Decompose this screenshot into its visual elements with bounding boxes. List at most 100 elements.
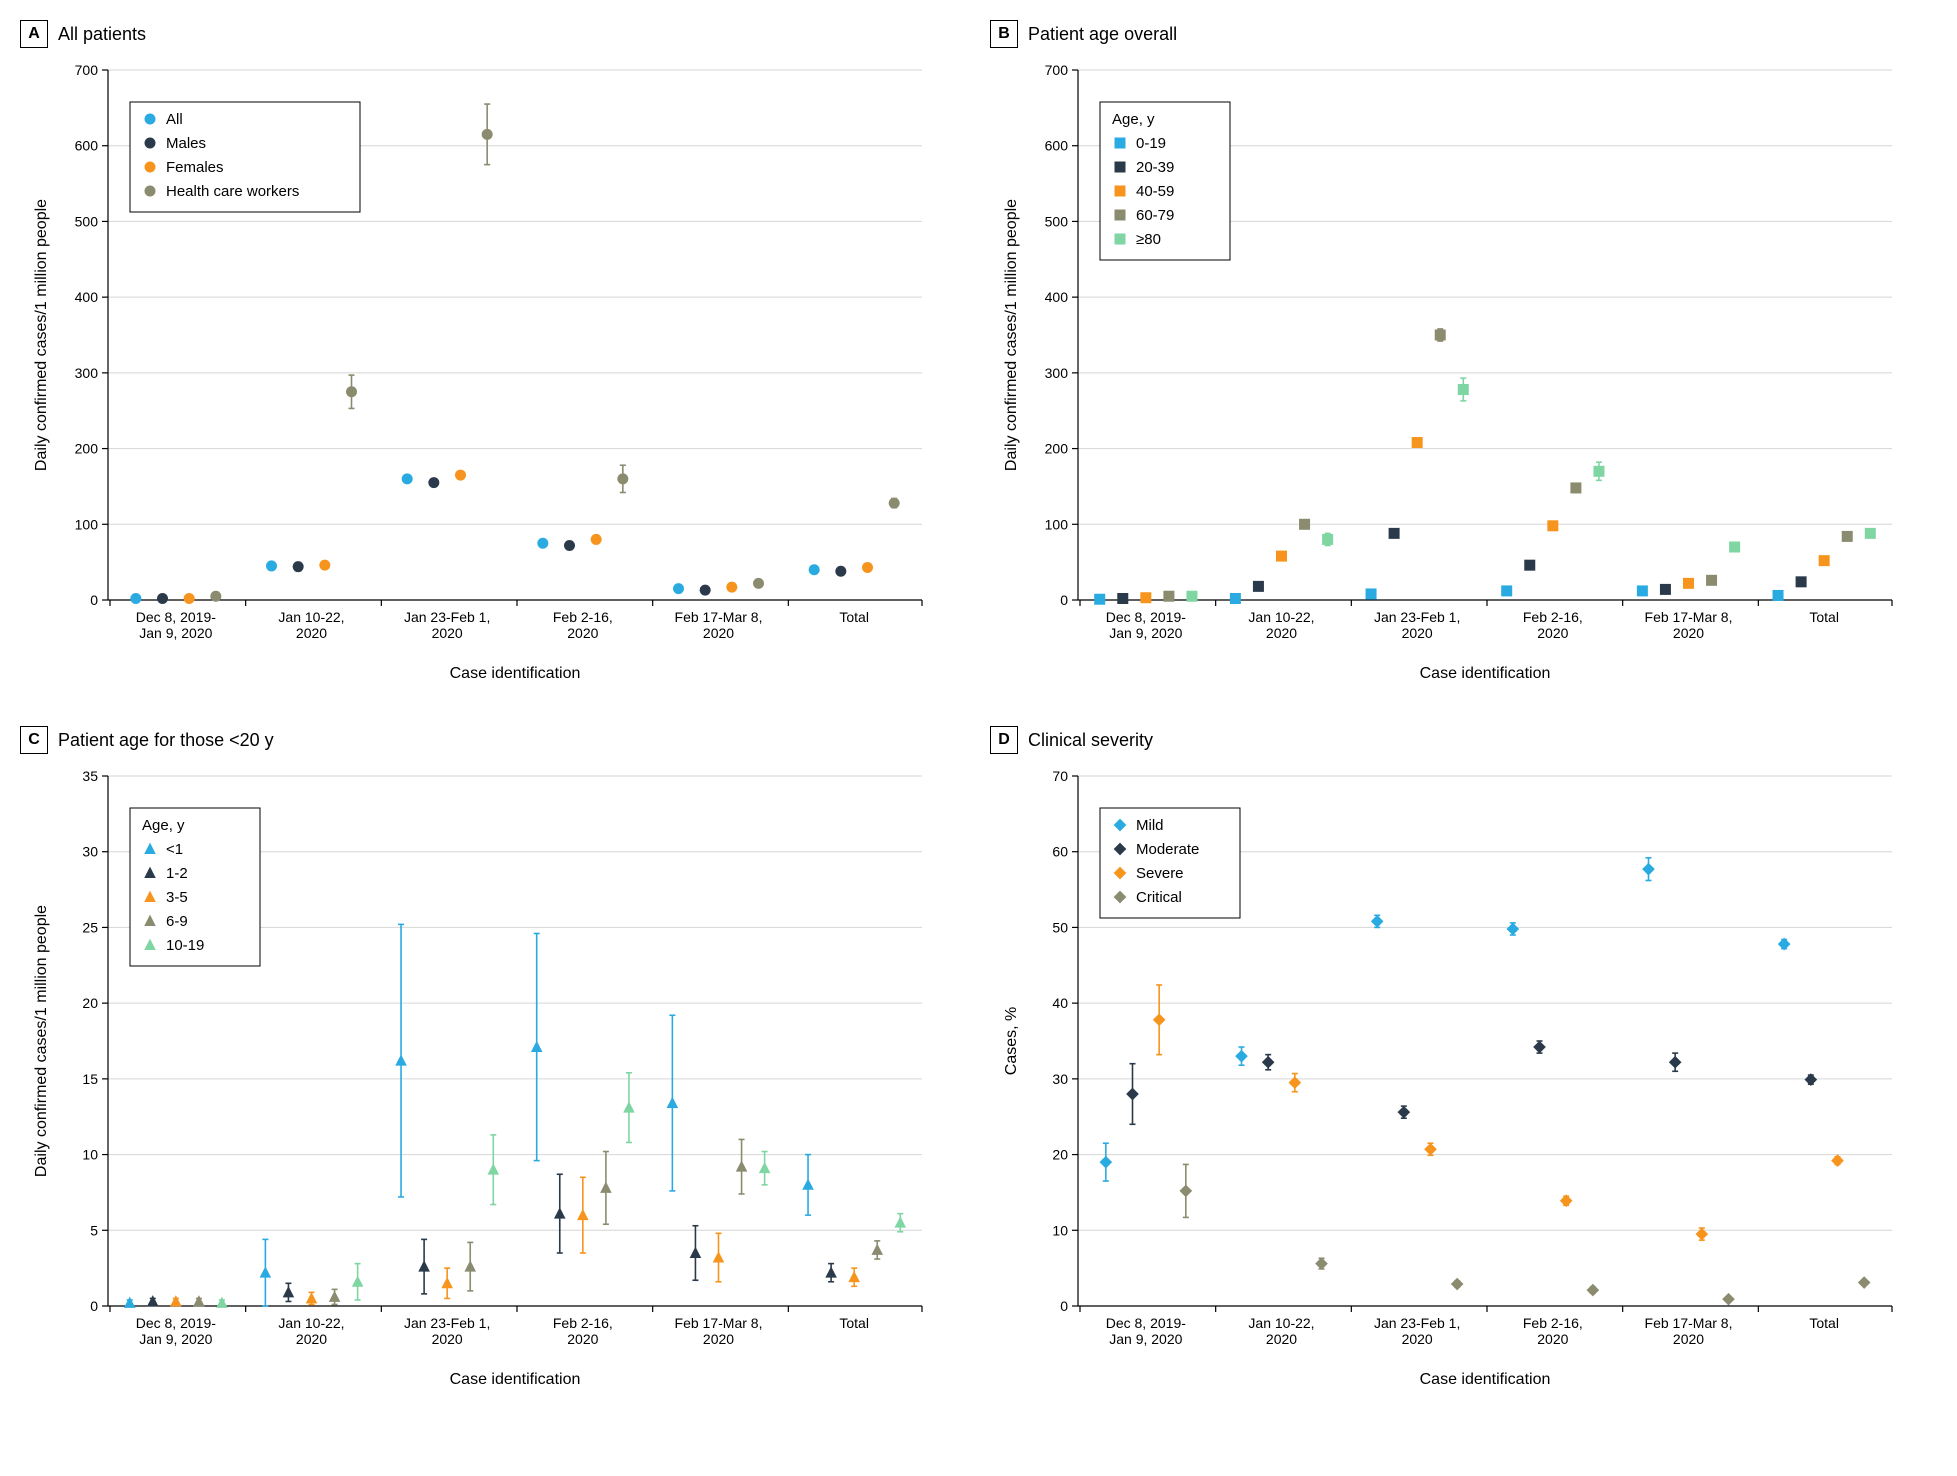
svg-text:400: 400 (1045, 289, 1069, 305)
panel-B: B Patient age overall 0 100 200 300 400 500 60… (990, 20, 1920, 696)
svg-text:Males: Males (166, 135, 206, 152)
svg-text:Dec 8, 2019-Jan 9, 2020: Dec 8, 2019-Jan 9, 2020 (136, 1315, 216, 1347)
svg-text:All: All (166, 111, 183, 128)
panel-A-header: A All patients (20, 20, 950, 48)
svg-text:Total: Total (839, 1315, 869, 1331)
svg-text:25: 25 (82, 919, 98, 935)
svg-text:700: 700 (75, 62, 99, 78)
svg-text:Case identification: Case identification (450, 1371, 581, 1388)
svg-text:35: 35 (82, 768, 98, 784)
svg-text:Jan 23-Feb 1,2020: Jan 23-Feb 1,2020 (404, 609, 490, 641)
svg-text:100: 100 (1045, 516, 1069, 532)
svg-text:Feb 2-16,2020: Feb 2-16,2020 (553, 1315, 613, 1347)
svg-text:700: 700 (1045, 62, 1069, 78)
chart-D: 0 10 20 30 40 50 60 70 Dec 8, 2019-Jan 9, 2020 Ja… (990, 762, 1910, 1402)
svg-text:Females: Females (166, 159, 224, 176)
svg-text:500: 500 (1045, 213, 1069, 229)
svg-text:Feb 17-Mar 8,2020: Feb 17-Mar 8,2020 (675, 609, 763, 641)
svg-text:Feb 2-16,2020: Feb 2-16,2020 (553, 609, 613, 641)
svg-text:20: 20 (82, 995, 98, 1011)
svg-text:Age, y: Age, y (1112, 111, 1155, 128)
svg-text:0: 0 (1060, 592, 1068, 608)
figure-grid: A All patients 0100200300400500600700Dec… (20, 20, 1920, 1402)
svg-text:10-19: 10-19 (166, 937, 204, 954)
svg-text:<1: <1 (166, 841, 183, 858)
panel-C-header: C Patient age for those <20 y (20, 726, 950, 754)
svg-text:10: 10 (1052, 1222, 1068, 1238)
panel-letter: D (990, 726, 1018, 754)
svg-text:Age, y: Age, y (142, 817, 185, 834)
svg-text:Total: Total (1809, 609, 1839, 625)
svg-text:Total: Total (839, 609, 869, 625)
svg-text:60: 60 (1052, 844, 1068, 860)
svg-text:Feb 17-Mar 8,2020: Feb 17-Mar 8,2020 (1645, 609, 1733, 641)
svg-text:Cases, %: Cases, % (1003, 1007, 1020, 1075)
svg-text:Jan 10-22,2020: Jan 10-22,2020 (278, 1315, 344, 1347)
chart-C: 0 5 10 15 20 25 30 35 Dec 8, 2019-Jan 9, 2020 Jan… (20, 762, 940, 1402)
panel-C: C Patient age for those <20 y 0 5 10 15 20 25… (20, 726, 950, 1402)
svg-text:0-19: 0-19 (1136, 135, 1166, 152)
panel-title: Patient age overall (1028, 24, 1177, 45)
panel-letter: B (990, 20, 1018, 48)
svg-text:0: 0 (1060, 1298, 1068, 1314)
svg-text:20: 20 (1052, 1147, 1068, 1163)
panel-title: Patient age for those <20 y (58, 730, 274, 751)
svg-text:15: 15 (82, 1071, 98, 1087)
svg-text:Moderate: Moderate (1136, 841, 1199, 858)
svg-text:Dec 8, 2019-Jan 9, 2020: Dec 8, 2019-Jan 9, 2020 (1106, 609, 1186, 641)
panel-letter: A (20, 20, 48, 48)
panel-title: All patients (58, 24, 146, 45)
svg-text:Jan 10-22,2020: Jan 10-22,2020 (1248, 609, 1314, 641)
svg-text:500: 500 (75, 213, 99, 229)
svg-text:Jan 23-Feb 1,2020: Jan 23-Feb 1,2020 (1374, 1315, 1460, 1347)
svg-text:Jan 23-Feb 1,2020: Jan 23-Feb 1,2020 (404, 1315, 490, 1347)
svg-text:600: 600 (1045, 138, 1069, 154)
svg-text:30: 30 (82, 844, 98, 860)
svg-text:Mild: Mild (1136, 817, 1164, 834)
svg-text:100: 100 (75, 516, 99, 532)
panel-A: A All patients 0 100 200 300 400 500 600 700 Dec… (20, 20, 950, 696)
svg-text:10: 10 (82, 1147, 98, 1163)
svg-text:Jan 23-Feb 1,2020: Jan 23-Feb 1,2020 (1374, 609, 1460, 641)
svg-text:Daily confirmed cases/1 millio: Daily confirmed cases/1 million people (1003, 199, 1020, 471)
chart-B: 0 100 200 300 400 500 600 700 Dec 8, 2019-Jan 9,… (990, 56, 1910, 696)
svg-text:600: 600 (75, 138, 99, 154)
svg-text:Feb 17-Mar 8,2020: Feb 17-Mar 8,2020 (675, 1315, 763, 1347)
svg-text:400: 400 (75, 289, 99, 305)
svg-text:Jan 10-22,2020: Jan 10-22,2020 (1248, 1315, 1314, 1347)
svg-text:Feb 17-Mar 8,2020: Feb 17-Mar 8,2020 (1645, 1315, 1733, 1347)
svg-text:1-2: 1-2 (166, 865, 188, 882)
svg-text:Daily confirmed cases/1 millio: Daily confirmed cases/1 million people (33, 905, 50, 1177)
svg-text:50: 50 (1052, 919, 1068, 935)
svg-text:Daily confirmed cases/1 millio: Daily confirmed cases/1 million people (33, 199, 50, 471)
svg-text:Severe: Severe (1136, 865, 1184, 882)
svg-text:200: 200 (75, 441, 99, 457)
svg-text:0: 0 (90, 1298, 98, 1314)
svg-text:3-5: 3-5 (166, 889, 188, 906)
svg-text:0: 0 (90, 592, 98, 608)
svg-text:20-39: 20-39 (1136, 159, 1174, 176)
panel-B-header: B Patient age overall (990, 20, 1920, 48)
panel-letter: C (20, 726, 48, 754)
svg-text:5: 5 (90, 1222, 98, 1238)
svg-text:Case identification: Case identification (450, 665, 581, 682)
panel-D: D Clinical severity 0 10 20 30 40 50 60 70 Dec 8… (990, 726, 1920, 1402)
panel-D-header: D Clinical severity (990, 726, 1920, 754)
svg-text:Jan 10-22,2020: Jan 10-22,2020 (278, 609, 344, 641)
svg-text:Dec 8, 2019-Jan 9, 2020: Dec 8, 2019-Jan 9, 2020 (136, 609, 216, 641)
svg-text:300: 300 (1045, 365, 1069, 381)
svg-text:Total: Total (1809, 1315, 1839, 1331)
svg-text:200: 200 (1045, 441, 1069, 457)
svg-text:70: 70 (1052, 768, 1068, 784)
svg-text:Health care workers: Health care workers (166, 183, 299, 200)
svg-text:≥80: ≥80 (1136, 231, 1161, 248)
svg-text:30: 30 (1052, 1071, 1068, 1087)
svg-text:300: 300 (75, 365, 99, 381)
svg-text:60-79: 60-79 (1136, 207, 1174, 224)
svg-text:6-9: 6-9 (166, 913, 188, 930)
svg-text:Critical: Critical (1136, 889, 1182, 906)
svg-text:Dec 8, 2019-Jan 9, 2020: Dec 8, 2019-Jan 9, 2020 (1106, 1315, 1186, 1347)
svg-text:40: 40 (1052, 995, 1068, 1011)
svg-text:Feb 2-16,2020: Feb 2-16,2020 (1523, 1315, 1583, 1347)
svg-text:40-59: 40-59 (1136, 183, 1174, 200)
